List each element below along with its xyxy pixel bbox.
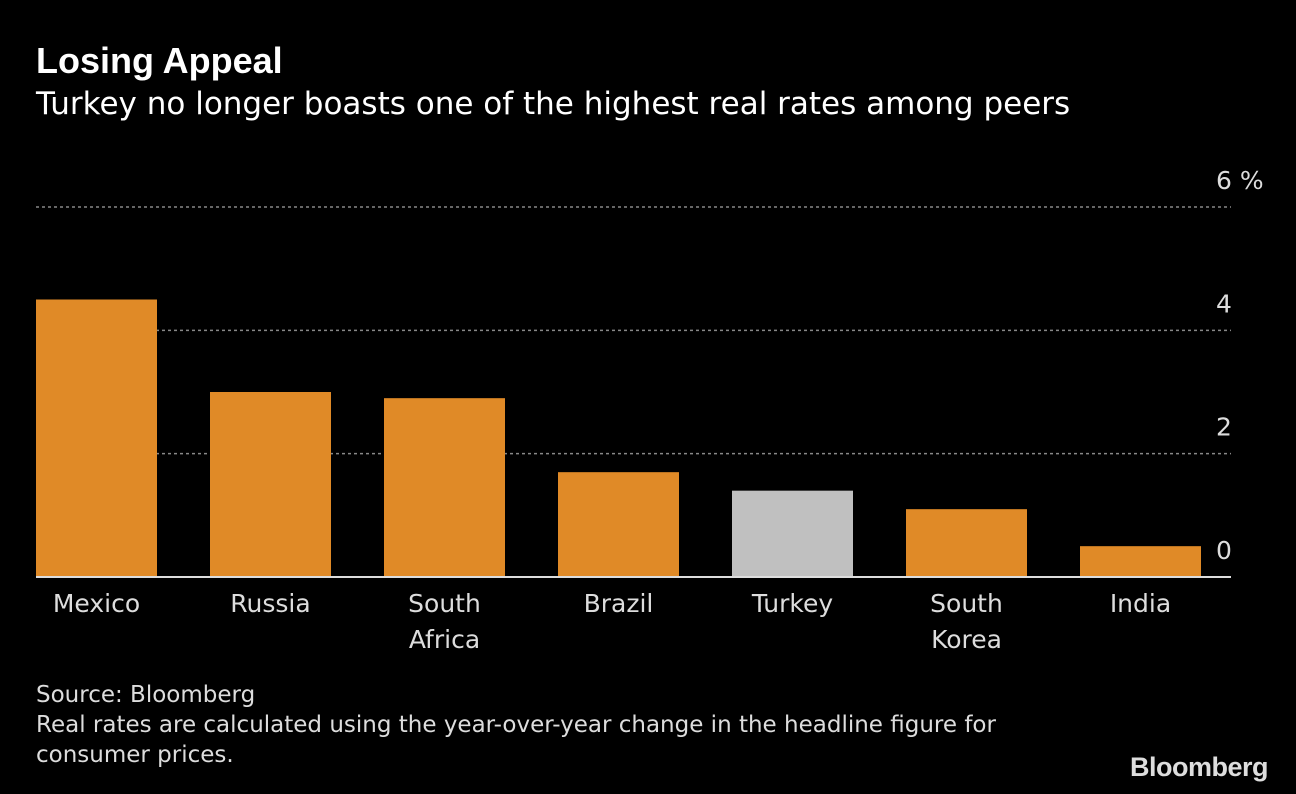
bar	[384, 398, 505, 577]
bar	[906, 509, 1027, 577]
bar	[210, 392, 331, 577]
bar	[36, 299, 157, 577]
y-tick-label: 6 %	[1216, 166, 1264, 195]
source: Source: Bloomberg	[36, 682, 256, 708]
y-tick-label: 4	[1216, 289, 1232, 318]
chart-title: Losing Appeal	[36, 40, 283, 81]
x-tick-label: Russia	[230, 589, 311, 618]
chart-subtitle: Turkey no longer boasts one of the highe…	[36, 86, 1071, 122]
bar	[558, 472, 679, 577]
bar	[732, 490, 853, 577]
x-tick-label: South Africa	[408, 589, 481, 654]
bar	[1080, 546, 1201, 577]
brand-logo: Bloomberg	[1129, 752, 1269, 782]
y-tick-label: 0	[1216, 536, 1232, 565]
x-tick-label: Mexico	[52, 589, 141, 618]
x-tick-label: India	[1109, 589, 1172, 618]
note: Real rates are calculated using the year…	[36, 712, 996, 768]
x-tick-label: Brazil	[583, 589, 654, 618]
y-tick-label: 2	[1216, 413, 1232, 442]
x-tick-label: South Korea	[930, 589, 1003, 654]
x-tick-label: Turkey	[751, 589, 834, 618]
